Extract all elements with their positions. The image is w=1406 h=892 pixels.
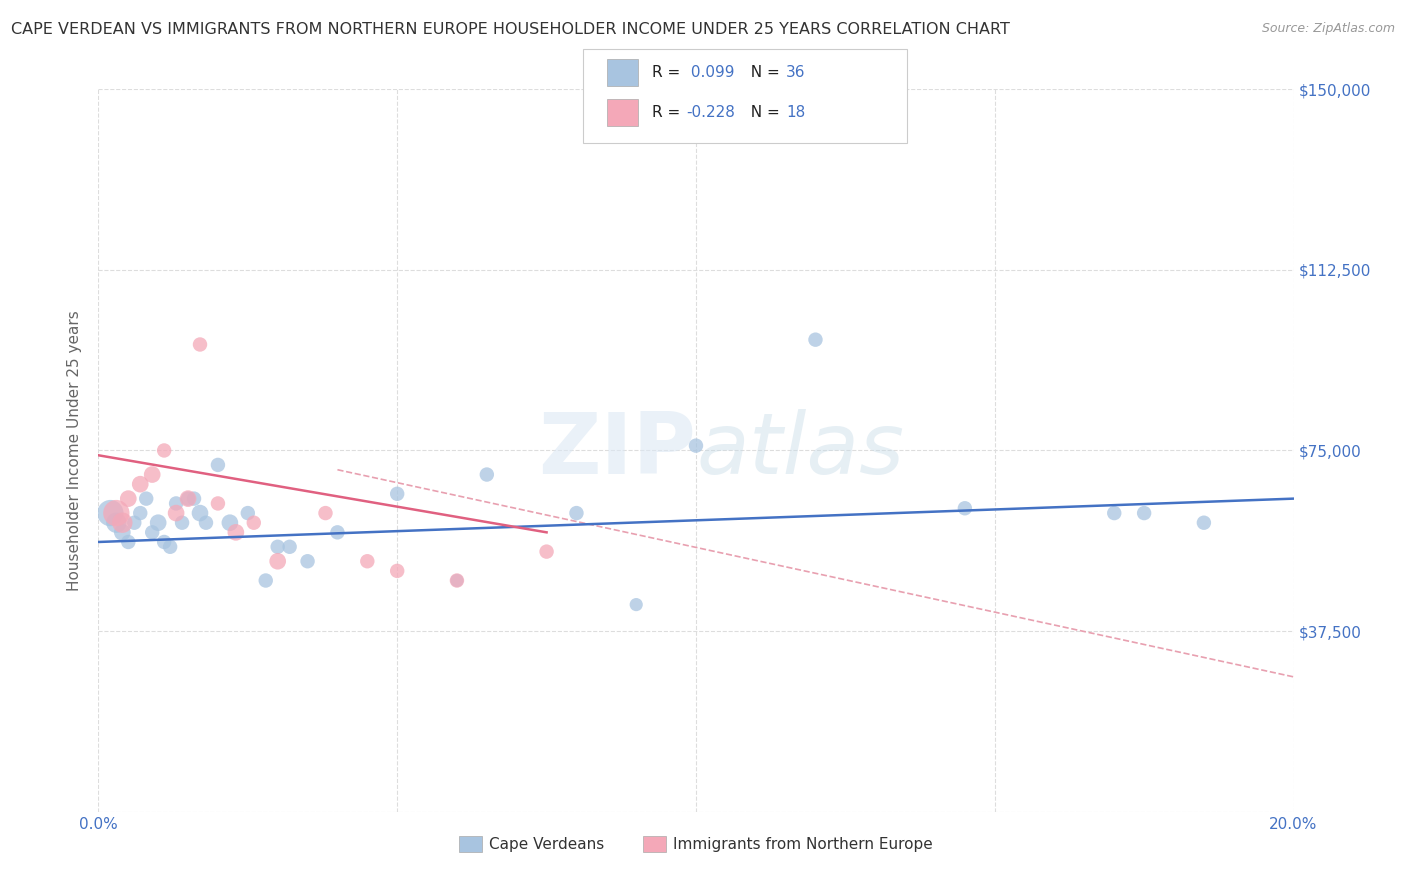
Text: -0.228: -0.228 [686,104,735,120]
Point [267,540,290,554]
Point [685,439,707,453]
Point [111,525,134,540]
Point [565,506,588,520]
Point [297,554,319,568]
Point [129,506,152,520]
Point [98,506,122,520]
Point [124,516,146,530]
Point [219,516,242,530]
Point [111,516,134,530]
Point [446,574,468,588]
Point [536,544,558,558]
Text: atlas: atlas [696,409,904,492]
Point [804,333,827,347]
Point [236,506,259,520]
Legend: Cape Verdeans, Immigrants from Northern Europe: Cape Verdeans, Immigrants from Northern … [453,830,939,858]
Point [1104,506,1126,520]
Point [141,467,163,482]
Point [626,598,648,612]
Point [165,496,187,510]
Point [172,516,194,530]
Point [385,564,409,578]
Point [165,506,187,520]
Point [315,506,337,520]
Text: R =: R = [652,65,686,80]
Point [105,516,128,530]
Point [141,525,163,540]
Point [159,540,181,554]
Point [953,501,976,516]
Point [188,337,211,351]
Point [183,491,205,506]
Point [148,516,170,530]
Y-axis label: Householder Income Under 25 years: Householder Income Under 25 years [67,310,83,591]
Point [207,496,229,510]
Point [243,516,266,530]
Text: 0.099: 0.099 [686,65,734,80]
Point [475,467,498,482]
Text: ZIP: ZIP [538,409,696,492]
Point [225,525,247,540]
Text: N =: N = [741,104,785,120]
Point [356,554,378,568]
Point [177,491,200,506]
Point [278,540,301,554]
Point [129,477,152,491]
Text: N =: N = [741,65,785,80]
Point [117,491,139,506]
Point [135,491,157,506]
Text: CAPE VERDEAN VS IMMIGRANTS FROM NORTHERN EUROPE HOUSEHOLDER INCOME UNDER 25 YEAR: CAPE VERDEAN VS IMMIGRANTS FROM NORTHERN… [11,22,1010,37]
Point [117,535,139,549]
Point [153,443,176,458]
Text: 36: 36 [786,65,806,80]
Point [326,525,349,540]
Point [153,535,176,549]
Point [267,554,290,568]
Point [195,516,218,530]
Point [254,574,277,588]
Text: Source: ZipAtlas.com: Source: ZipAtlas.com [1261,22,1395,36]
Text: R =: R = [652,104,686,120]
Point [1192,516,1215,530]
Text: 18: 18 [786,104,806,120]
Point [188,506,211,520]
Point [177,491,200,506]
Point [207,458,229,472]
Point [105,506,128,520]
Point [385,487,409,501]
Point [1133,506,1156,520]
Point [446,574,468,588]
